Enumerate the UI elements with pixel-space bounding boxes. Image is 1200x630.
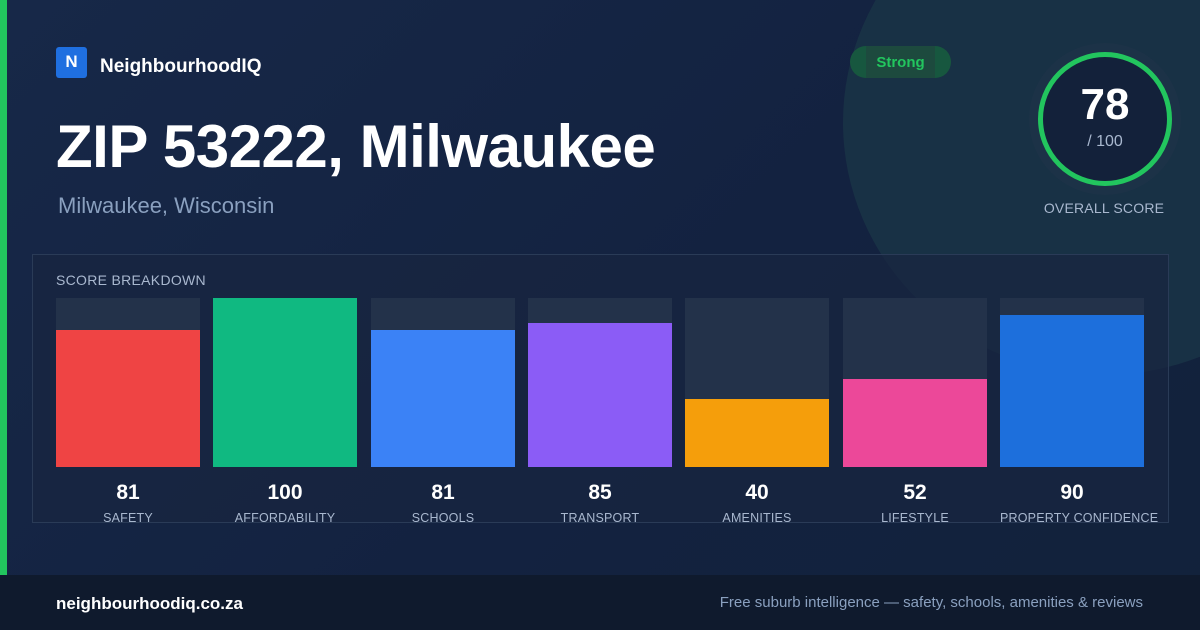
score-breakdown-panel: SCORE BREAKDOWN 81 SAFETY 100 AFFORDABILITY… [32,254,1169,525]
brand: N NeighbourhoodIQ [56,46,261,78]
bar-category-label: AMENITIES [722,511,792,525]
overall-score-max: / 100 [1087,133,1123,150]
bar [843,379,987,467]
bar-track [685,298,829,467]
bar-column: 40 AMENITIES [685,298,829,525]
bar-category-label: TRANSPORT [560,511,640,525]
bar-column: 81 SAFETY [56,298,200,525]
bar-track [56,298,200,467]
bar-column: 52 LIFESTYLE [843,298,987,525]
bar-value-label: 85 [588,481,612,504]
overall-score-value: 78 [1080,80,1130,129]
bar [371,330,515,467]
bar-column: 85 TRANSPORT [528,298,672,525]
breakdown-title: SCORE BREAKDOWN [56,272,206,288]
accent-bar [0,0,7,575]
page-title: ZIP 53222, Milwaukee [56,113,656,180]
strength-badge-label: Strong [876,53,925,71]
footer-tagline: Free suburb intelligence — safety, schoo… [719,594,1143,611]
bar-value-label: 52 [903,481,927,504]
brand-name: NeighbourhoodIQ [100,56,262,77]
bar [56,330,200,467]
bar-track [528,298,672,467]
bar-category-label: SCHOOLS [411,511,475,525]
footer-domain: neighbourhoodiq.co.za [56,594,243,613]
bar-track [843,298,987,467]
bar-value-label: 90 [1060,481,1084,504]
bar [685,399,829,467]
bar-track [371,298,515,467]
overall-score-ring: 78 / 100 [1029,43,1181,195]
bar [1000,315,1144,467]
bar-category-label: AFFORDABILITY [234,511,336,525]
bar-column: 90 PROPERTY CONFIDENCE [1000,298,1159,525]
bar-track [213,298,357,467]
strength-badge: Strong [850,46,951,78]
bar-value-label: 100 [267,481,303,504]
bar-category-label: LIFESTYLE [881,511,949,525]
footer: neighbourhoodiq.co.za Free suburb intell… [0,575,1200,630]
bar-column: 81 SCHOOLS [371,298,515,525]
overall-score-caption: OVERALL SCORE [1043,200,1165,216]
bar-category-label: SAFETY [103,511,153,525]
page-subtitle: Milwaukee, Wisconsin [58,193,275,218]
bar-value-label: 81 [116,481,140,504]
bar-value-label: 81 [431,481,455,504]
brand-logo-icon: N [56,46,87,78]
bar-track [1000,298,1144,467]
bar [213,298,357,467]
score-ring-progress [1038,52,1172,186]
bar-column: 100 AFFORDABILITY [213,298,357,525]
bar-category-label: PROPERTY CONFIDENCE [1000,511,1159,525]
bar [528,323,672,467]
bar-value-label: 40 [745,481,769,504]
